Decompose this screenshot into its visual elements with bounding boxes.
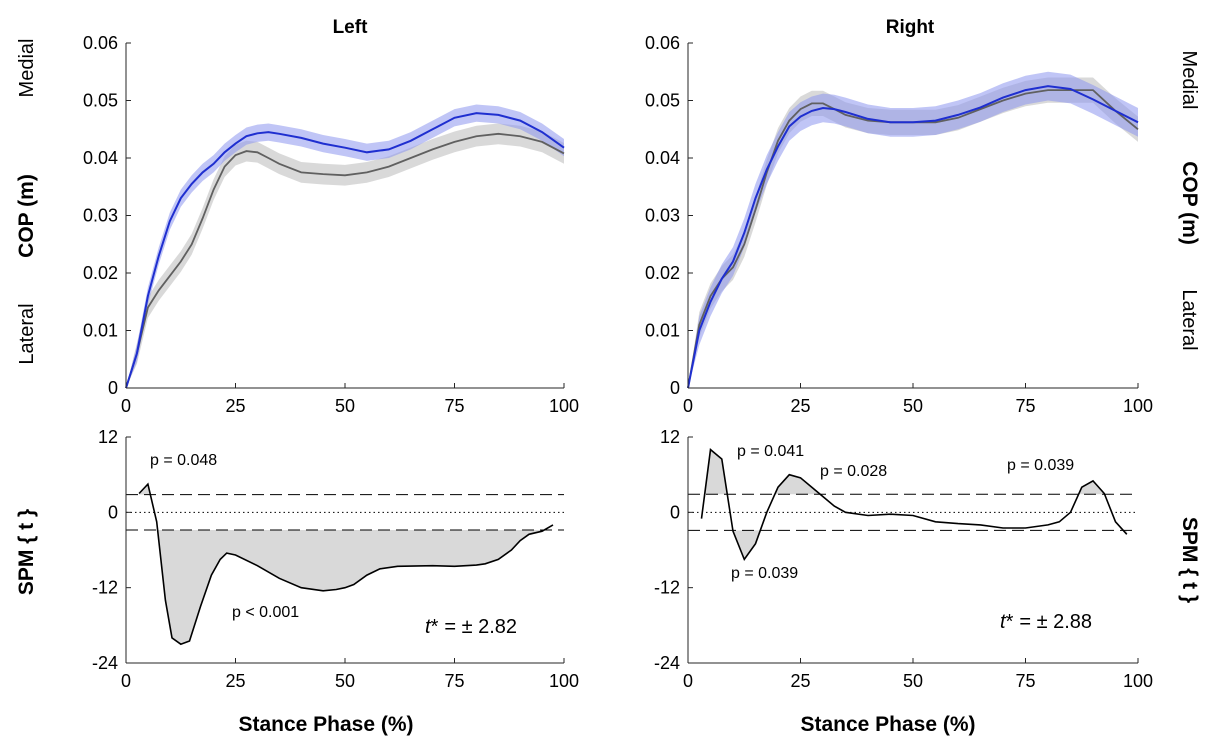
right-spm-annotation-4: p = 0.039 — [1007, 457, 1074, 474]
right-spm-x-ticks: 0 25 50 75 100 — [683, 658, 1153, 691]
right-spm-annotation-2: p = 0.028 — [820, 463, 887, 480]
right-series-a-band — [688, 71, 1138, 389]
y-tick-label: 0.02 — [83, 263, 118, 283]
left-cop-ylabel: COP (m) — [15, 174, 38, 258]
suprathreshold-cluster — [774, 474, 821, 495]
right-spm-fills — [704, 449, 1127, 560]
right-spm-line — [700, 448, 1128, 562]
left-spm-panel: -24 -12 0 12 0 25 50 75 100 p = 0.048 p < 0.001… — [15, 427, 579, 736]
right-spm-annotation-3: p = 0.039 — [731, 565, 798, 582]
right-cop-x-ticks: 0 25 50 75 100 — [683, 383, 1153, 416]
left-spm-x-ticks: 0 25 50 75 100 — [121, 658, 579, 691]
suprathreshold-cluster — [157, 530, 545, 645]
y-tick-label: 0.01 — [645, 321, 680, 341]
left-spm-annotation-2: p < 0.001 — [232, 604, 299, 621]
x-tick-label: 25 — [790, 396, 810, 416]
y-tick-label: 0.04 — [645, 148, 680, 168]
suprathreshold-cluster — [1078, 480, 1105, 495]
right-xlabel: Stance Phase (%) — [800, 713, 975, 736]
right-spm-panel: -24 -12 0 12 0 25 50 75 100 p = 0.041 p = 0.028… — [654, 427, 1201, 736]
y-tick-label: 0.02 — [645, 263, 680, 283]
y-tick-label: 0 — [108, 502, 118, 522]
x-tick-label: 0 — [683, 396, 693, 416]
y-tick-label: 0.06 — [83, 33, 118, 53]
right-cop-ylabel: COP (m) — [1178, 161, 1201, 245]
right-spm-ylabel: SPM { t } — [1178, 517, 1201, 603]
y-tick-label: 0 — [670, 502, 680, 522]
left-spm-y-ticks: -24 -12 0 12 — [92, 427, 131, 673]
y-tick-label: 0 — [108, 378, 118, 398]
right-spm-annotation-1: p = 0.041 — [737, 443, 804, 460]
y-tick-label: -24 — [654, 653, 680, 673]
left-cop-x-ticks: 0 25 50 75 100 — [121, 383, 579, 416]
y-tick-label: 0.05 — [645, 91, 680, 111]
right-cop-y-ticks: 0 0.01 0.02 0.03 0.04 0.05 0.06 — [645, 33, 693, 398]
right-cop-panel: Right 0 0.01 0.02 0.03 0.04 0.05 0.06 0 25 50 75 1… — [645, 17, 1201, 416]
x-tick-label: 0 — [683, 671, 693, 691]
left-medial-label: Medial — [16, 39, 38, 98]
x-tick-label: 50 — [335, 671, 355, 691]
y-tick-label: -12 — [92, 578, 118, 598]
x-tick-label: 100 — [1123, 671, 1153, 691]
right-medial-label: Medial — [1178, 51, 1200, 110]
x-tick-label: 100 — [1123, 396, 1153, 416]
right-cop-bands — [688, 71, 1138, 389]
x-tick-label: 25 — [225, 396, 245, 416]
x-tick-label: 0 — [121, 396, 131, 416]
x-tick-label: 50 — [903, 671, 923, 691]
right-spm-y-ticks: -24 -12 0 12 — [654, 427, 693, 673]
left-spm-line — [138, 482, 554, 646]
left-cop-panel: Left 0 0.01 0.02 0.03 0.04 0.05 0.06 0 25 50 75 10… — [15, 17, 579, 416]
right-spm-threshold-label: t* = ± 2.88 — [1000, 611, 1092, 633]
left-series-b-line — [125, 132, 565, 389]
suprathreshold-cluster — [139, 484, 151, 495]
left-spm-ylabel: SPM { t } — [15, 509, 38, 595]
y-tick-label: 0.01 — [83, 321, 118, 341]
left-spm-threshold-label: t* = ± 2.82 — [425, 616, 517, 638]
left-cop-y-ticks: 0 0.01 0.02 0.03 0.04 0.05 0.06 — [83, 33, 131, 398]
y-tick-label: 12 — [660, 427, 680, 447]
x-tick-label: 0 — [121, 671, 131, 691]
x-tick-label: 25 — [225, 671, 245, 691]
left-lateral-label: Lateral — [16, 303, 38, 364]
y-tick-label: -12 — [654, 578, 680, 598]
right-panel-title: Right — [886, 17, 935, 38]
right-series-b-line — [687, 89, 1139, 389]
suprathreshold-cluster — [732, 530, 761, 560]
left-cop-bands — [126, 104, 564, 388]
y-tick-label: 0.06 — [645, 33, 680, 53]
x-tick-label: 75 — [444, 671, 464, 691]
left-series-a-line — [125, 112, 565, 389]
y-tick-label: 0.04 — [83, 148, 118, 168]
x-tick-label: 100 — [549, 396, 579, 416]
x-tick-label: 75 — [1015, 671, 1035, 691]
x-tick-label: 75 — [444, 396, 464, 416]
x-tick-label: 50 — [335, 396, 355, 416]
y-tick-label: 12 — [98, 427, 118, 447]
right-lateral-label: Lateral — [1178, 289, 1200, 350]
left-series-b-band — [126, 123, 564, 388]
left-panel-title: Left — [333, 17, 369, 38]
y-tick-label: -24 — [92, 653, 118, 673]
left-xlabel: Stance Phase (%) — [238, 713, 413, 736]
y-tick-label: 0.05 — [83, 91, 118, 111]
x-tick-label: 50 — [903, 396, 923, 416]
y-tick-label: 0.03 — [645, 206, 680, 226]
x-tick-label: 100 — [549, 671, 579, 691]
y-tick-label: 0.03 — [83, 206, 118, 226]
y-tick-label: 0 — [670, 378, 680, 398]
left-spm-fills — [139, 484, 545, 645]
right-series-a-line — [687, 85, 1139, 389]
left-spm-annotation-1: p = 0.048 — [150, 452, 217, 469]
x-tick-label: 75 — [1015, 396, 1035, 416]
x-tick-label: 25 — [790, 671, 810, 691]
